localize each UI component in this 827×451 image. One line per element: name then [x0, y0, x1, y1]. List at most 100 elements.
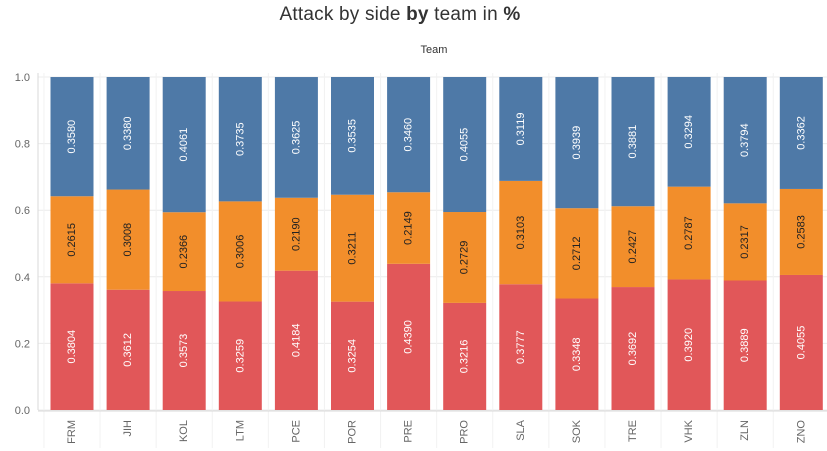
bar-value-label: 0.3692 — [627, 332, 639, 366]
bar-segment — [387, 77, 431, 193]
bar-segment — [274, 197, 318, 271]
y-tick-label: 0.2 — [15, 338, 30, 350]
bar-segment — [611, 287, 655, 410]
bar-value-label: 0.2427 — [627, 230, 639, 264]
bar-segment — [779, 188, 823, 275]
bar-value-label: 0.3612 — [122, 333, 134, 367]
bar-value-label: 0.3008 — [122, 223, 134, 257]
bar-segment — [779, 77, 823, 189]
bar-segment — [499, 180, 543, 285]
bar-segment — [723, 280, 767, 410]
chart-title: Attack by side by team in % — [0, 4, 800, 26]
bar-segment — [555, 208, 599, 299]
bar-segment — [667, 186, 711, 280]
x-category-label: KOL — [178, 420, 190, 442]
bar-segment — [106, 289, 150, 410]
bar-segment — [274, 77, 318, 198]
bar-value-label: 0.3625 — [290, 121, 302, 155]
bar-segment — [723, 77, 767, 204]
bar-segment — [555, 77, 599, 209]
y-tick-label: 1.0 — [15, 72, 30, 84]
bar-segment — [443, 77, 487, 213]
bar-segment — [443, 212, 487, 303]
bar-value-label: 0.3216 — [459, 340, 471, 374]
bar-segment — [218, 77, 262, 202]
x-category-label: ZNO — [795, 420, 807, 444]
x-category-label: JIH — [122, 420, 134, 437]
y-tick-label: 0.0 — [15, 405, 30, 417]
x-category-label: PRO — [459, 420, 471, 444]
bar-segment — [106, 189, 150, 290]
x-category-label: SLA — [515, 419, 527, 440]
bar-value-label: 0.3920 — [683, 328, 695, 362]
bar-value-label: 0.4055 — [459, 128, 471, 162]
bar-value-label: 0.3777 — [515, 330, 527, 364]
bar-value-label: 0.3380 — [122, 116, 134, 150]
bar-segment — [611, 77, 655, 207]
bar-segment — [667, 279, 711, 410]
bar-value-label: 0.2317 — [739, 225, 751, 259]
bar-segment — [50, 77, 94, 197]
bar-segment — [162, 291, 206, 410]
x-category-label: POR — [347, 420, 359, 444]
bar-value-label: 0.3006 — [234, 235, 246, 269]
bar-value-label: 0.3881 — [627, 125, 639, 159]
bar-value-label: 0.2190 — [290, 217, 302, 251]
bar-value-label: 0.4055 — [795, 326, 807, 360]
bar-segment — [667, 76, 711, 187]
bar-value-label: 0.3535 — [347, 119, 359, 153]
bar-segment — [555, 298, 599, 410]
x-category-label: PCE — [290, 420, 302, 443]
x-category-label: VHK — [683, 419, 695, 442]
column-header: Team — [421, 44, 448, 56]
bar-segment — [331, 77, 374, 195]
bar-segment — [387, 192, 431, 264]
bar-value-label: 0.3103 — [515, 216, 527, 250]
bar-value-label: 0.3211 — [347, 232, 359, 265]
bar-value-label: 0.2583 — [795, 215, 807, 249]
bar-value-label: 0.3119 — [515, 113, 527, 146]
bar-segment — [50, 283, 94, 410]
bar-segment — [218, 201, 262, 302]
bar-value-label: 0.4390 — [403, 320, 415, 354]
bar-value-label: 0.2787 — [683, 216, 695, 250]
bar-value-label: 0.3889 — [739, 328, 751, 362]
x-category-label: LTM — [234, 420, 246, 441]
bar-value-label: 0.2712 — [571, 237, 583, 271]
bar-segment — [331, 194, 374, 302]
bar-segment — [723, 203, 767, 281]
title-part-4: % — [503, 4, 521, 25]
x-category-label: ZLN — [739, 420, 751, 441]
bar-segment — [106, 77, 150, 190]
bar-value-label: 0.3254 — [347, 339, 359, 373]
bar-value-label: 0.3735 — [234, 122, 246, 156]
x-category-label: SOK — [571, 419, 583, 443]
bar-value-label: 0.3573 — [178, 334, 190, 368]
bar-segment — [162, 77, 206, 213]
y-tick-label: 0.8 — [15, 139, 30, 151]
bar-value-label: 0.3580 — [66, 120, 78, 154]
bar-value-label: 0.3804 — [66, 330, 78, 364]
x-category-label: TRE — [627, 420, 639, 442]
bar-value-label: 0.3460 — [403, 118, 415, 152]
bar-value-label: 0.3939 — [571, 126, 583, 160]
bar-segment — [331, 301, 374, 410]
x-category-label: PRE — [403, 420, 415, 443]
x-category-label: FRM — [66, 420, 78, 444]
bar-value-label: 0.3794 — [739, 123, 751, 157]
bar-segment — [50, 196, 94, 284]
bar-segment — [274, 270, 318, 410]
bar-value-label: 0.4184 — [290, 324, 302, 358]
title-part-3: team in — [428, 4, 504, 25]
title-part-1: Attack by side — [279, 4, 407, 25]
bar-value-label: 0.3348 — [571, 337, 583, 371]
bar-segment — [499, 284, 543, 410]
bar-value-label: 0.3362 — [795, 116, 807, 150]
bar-segment — [218, 301, 262, 410]
bar-segment — [162, 212, 206, 292]
bar-segment — [443, 302, 487, 410]
title-part-2: by — [406, 4, 429, 25]
bar-value-label: 0.2615 — [66, 223, 78, 257]
bar-segment — [779, 274, 823, 410]
bar-value-label: 0.2729 — [459, 241, 471, 275]
